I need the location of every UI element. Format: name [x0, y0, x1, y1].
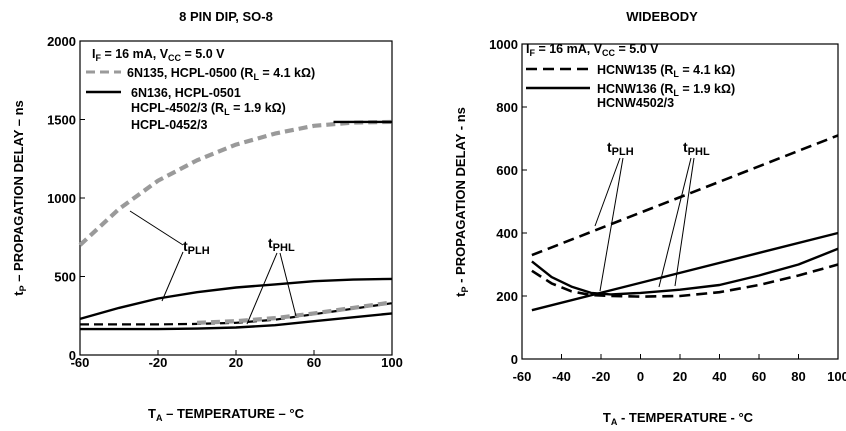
y-tick-label: 1000	[489, 37, 518, 52]
y-tick-label: 2000	[47, 34, 76, 49]
right-tplh-leader	[599, 157, 624, 292]
right-chart: WIDEBODY -60 -40 -20 0 20 40 60 80 1000200400600…	[453, 9, 846, 427]
y-tick-label: 400	[496, 226, 518, 241]
right-annotation-tphl: tPHL	[683, 139, 710, 158]
left-annotation-tplh: tPLH	[183, 238, 210, 257]
right-legend: IF = 16 mA, VCC = 5.0 V HCNW135 (RL = 4.…	[526, 42, 735, 110]
x-tick-label: 20	[229, 355, 243, 370]
series-line-solid	[531, 247, 839, 296]
right-annotations: tPLH tPHL	[594, 139, 710, 292]
right-x-axis-label: TA - TEMPERATURE - °C	[603, 410, 754, 427]
x-tick-label: 40	[712, 369, 726, 384]
left-series-layer	[78, 119, 393, 331]
series-line-gray-dashed	[196, 300, 393, 325]
y-tick-label: 1000	[47, 191, 76, 206]
x-tick-label: -20	[149, 355, 168, 370]
left-legend-entry-4: HCPL-0452/3	[131, 118, 207, 132]
y-tick-label: 500	[54, 270, 76, 285]
right-tplh-leader	[594, 157, 621, 227]
right-tphl-leader	[674, 157, 695, 287]
x-tick-label: 80	[791, 369, 805, 384]
right-legend-condition: IF = 16 mA, VCC = 5.0 V	[526, 42, 659, 58]
series-line-solid	[80, 312, 393, 331]
y-tick-label: 0	[511, 352, 518, 367]
series-line-solid	[531, 231, 839, 312]
right-chart-title: WIDEBODY	[626, 9, 698, 24]
left-y-axis-label: tP – PROPAGATION DELAY – ns	[11, 100, 28, 296]
x-tick-label: -40	[552, 369, 571, 384]
left-annotations: tPLH tPHL	[129, 210, 297, 325]
right-legend-entry-1: HCNW135 (RL = 4.1 kΩ)	[597, 63, 735, 79]
right-legend-entry-3: HCNW4502/3	[597, 96, 674, 110]
left-x-axis-label: TA – TEMPERATURE – °C	[148, 406, 305, 423]
left-chart-title: 8 PIN DIP, SO-8	[179, 9, 273, 24]
right-annotation-tplh: tPLH	[607, 139, 634, 158]
x-tick-label: 100	[381, 355, 403, 370]
right-tphl-leader	[658, 157, 692, 288]
x-tick-label: -60	[513, 369, 532, 384]
x-tick-label: 60	[307, 355, 321, 370]
x-tick-label: 100	[827, 369, 846, 384]
right-legend-entry-2: HCNW136 (RL = 1.9 kΩ)	[597, 82, 735, 98]
y-tick-label: 0	[69, 348, 76, 363]
left-tphl-leader	[246, 252, 278, 325]
x-tick-label: 0	[637, 369, 644, 384]
y-tick-label: 1500	[47, 113, 76, 128]
y-tick-label: 600	[496, 163, 518, 178]
right-series-layer	[531, 134, 839, 312]
left-legend-entry-1: 6N135, HCPL-0500 (RL = 4.1 kΩ)	[127, 66, 315, 82]
left-legend-entry-2: 6N136, HCPL-0501	[131, 86, 241, 100]
x-tick-label: 60	[752, 369, 766, 384]
left-tphl-leader	[279, 252, 297, 317]
series-line-gray-dashed	[78, 119, 393, 247]
right-y-axis-label: tP - PROPAGATION DELAY - ns	[453, 107, 470, 297]
left-chart: 8 PIN DIP, SO-8 -60 -20 20 60 10005001000150…	[11, 9, 403, 423]
x-tick-label: -60	[71, 355, 90, 370]
x-tick-label: -20	[592, 369, 611, 384]
left-annotation-tphl: tPHL	[268, 235, 295, 254]
left-tplh-leader	[161, 251, 184, 302]
y-tick-label: 200	[496, 289, 518, 304]
x-tick-label: 20	[673, 369, 687, 384]
left-tplh-leader	[129, 210, 184, 246]
left-legend-entry-3: HCPL-4502/3 (RL = 1.9 kΩ)	[131, 101, 286, 117]
left-legend: IF = 16 mA, VCC = 5.0 V 6N135, HCPL-0500…	[86, 47, 315, 132]
series-line-dashed	[531, 263, 839, 298]
series-line-solid	[79, 277, 393, 321]
series-line-dashed	[531, 134, 839, 257]
left-legend-condition: IF = 16 mA, VCC = 5.0 V	[92, 47, 225, 63]
y-tick-label: 800	[496, 100, 518, 115]
